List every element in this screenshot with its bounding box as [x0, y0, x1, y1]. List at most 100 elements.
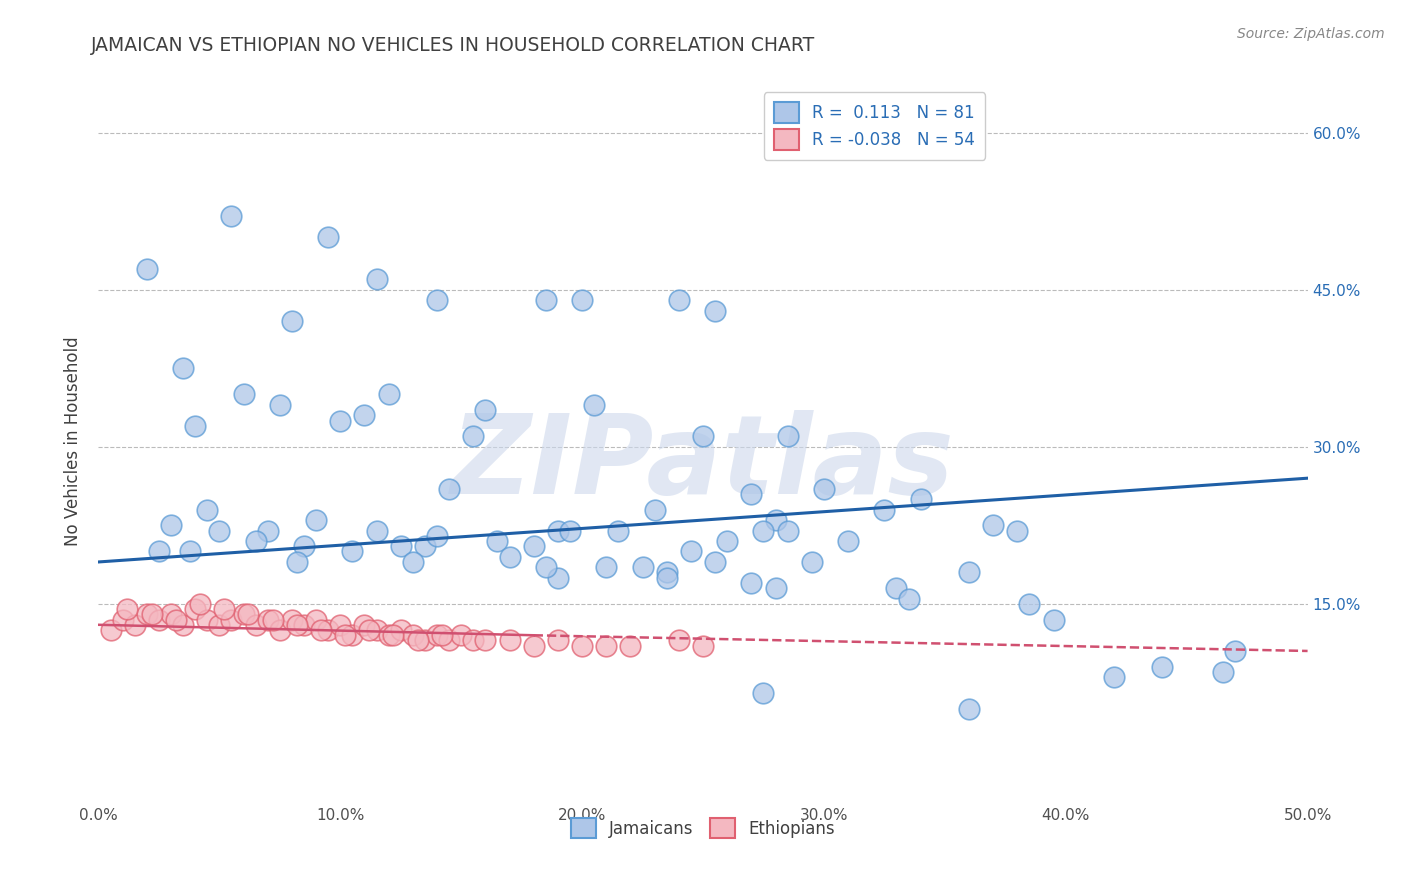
Point — [692, 429, 714, 443]
Point — [886, 581, 908, 595]
Y-axis label: No Vehicles in Household: No Vehicles in Household — [65, 336, 83, 547]
Point — [366, 623, 388, 637]
Point — [679, 544, 702, 558]
Point — [135, 261, 157, 276]
Point — [426, 529, 449, 543]
Point — [668, 293, 690, 308]
Point — [547, 633, 569, 648]
Point — [221, 210, 243, 224]
Point — [342, 544, 364, 558]
Point — [704, 555, 727, 569]
Point — [595, 639, 617, 653]
Point — [873, 502, 896, 516]
Point — [837, 534, 859, 549]
Point — [309, 623, 332, 637]
Point — [1018, 597, 1040, 611]
Point — [238, 607, 260, 622]
Point — [583, 398, 606, 412]
Point — [437, 482, 460, 496]
Point — [463, 633, 485, 648]
Point — [474, 403, 496, 417]
Point — [474, 633, 496, 648]
Point — [353, 617, 375, 632]
Point — [523, 639, 546, 653]
Point — [1223, 644, 1246, 658]
Point — [957, 566, 980, 580]
Point — [195, 502, 218, 516]
Point — [305, 613, 328, 627]
Point — [437, 633, 460, 648]
Point — [776, 429, 799, 443]
Point — [534, 293, 557, 308]
Point — [776, 524, 799, 538]
Point — [245, 534, 267, 549]
Point — [389, 623, 412, 637]
Point — [179, 544, 201, 558]
Point — [292, 539, 315, 553]
Point — [165, 613, 187, 627]
Point — [765, 513, 787, 527]
Point — [402, 628, 425, 642]
Point — [389, 539, 412, 553]
Point — [571, 293, 593, 308]
Point — [188, 597, 211, 611]
Point — [329, 414, 352, 428]
Text: JAMAICAN VS ETHIOPIAN NO VEHICLES IN HOUSEHOLD CORRELATION CHART: JAMAICAN VS ETHIOPIAN NO VEHICLES IN HOU… — [91, 36, 815, 54]
Point — [607, 524, 630, 538]
Point — [184, 418, 207, 433]
Point — [413, 633, 436, 648]
Point — [366, 272, 388, 286]
Point — [377, 628, 399, 642]
Point — [232, 387, 254, 401]
Point — [281, 613, 304, 627]
Text: ZIPatlas: ZIPatlas — [451, 409, 955, 516]
Point — [160, 607, 183, 622]
Point — [547, 524, 569, 538]
Point — [208, 524, 231, 538]
Point — [208, 617, 231, 632]
Point — [523, 539, 546, 553]
Point — [316, 230, 339, 244]
Point — [668, 633, 690, 648]
Point — [800, 555, 823, 569]
Point — [269, 398, 291, 412]
Point — [212, 602, 235, 616]
Point — [463, 429, 485, 443]
Point — [981, 518, 1004, 533]
Point — [426, 628, 449, 642]
Point — [262, 613, 284, 627]
Point — [232, 607, 254, 622]
Point — [1212, 665, 1234, 679]
Point — [245, 617, 267, 632]
Point — [704, 303, 727, 318]
Point — [498, 549, 520, 564]
Point — [160, 518, 183, 533]
Point — [740, 575, 762, 590]
Point — [765, 581, 787, 595]
Point — [426, 293, 449, 308]
Point — [172, 617, 194, 632]
Point — [100, 623, 122, 637]
Point — [406, 633, 429, 648]
Point — [655, 571, 678, 585]
Point — [281, 314, 304, 328]
Point — [897, 591, 920, 606]
Point — [716, 534, 738, 549]
Point — [148, 613, 170, 627]
Point — [221, 613, 243, 627]
Point — [342, 628, 364, 642]
Point — [305, 513, 328, 527]
Point — [329, 617, 352, 632]
Point — [366, 524, 388, 538]
Point — [595, 560, 617, 574]
Point — [547, 571, 569, 585]
Point — [195, 613, 218, 627]
Point — [740, 487, 762, 501]
Point — [413, 539, 436, 553]
Point — [430, 628, 453, 642]
Point — [1007, 524, 1029, 538]
Point — [631, 560, 654, 574]
Point — [486, 534, 509, 549]
Point — [644, 502, 666, 516]
Point — [141, 607, 163, 622]
